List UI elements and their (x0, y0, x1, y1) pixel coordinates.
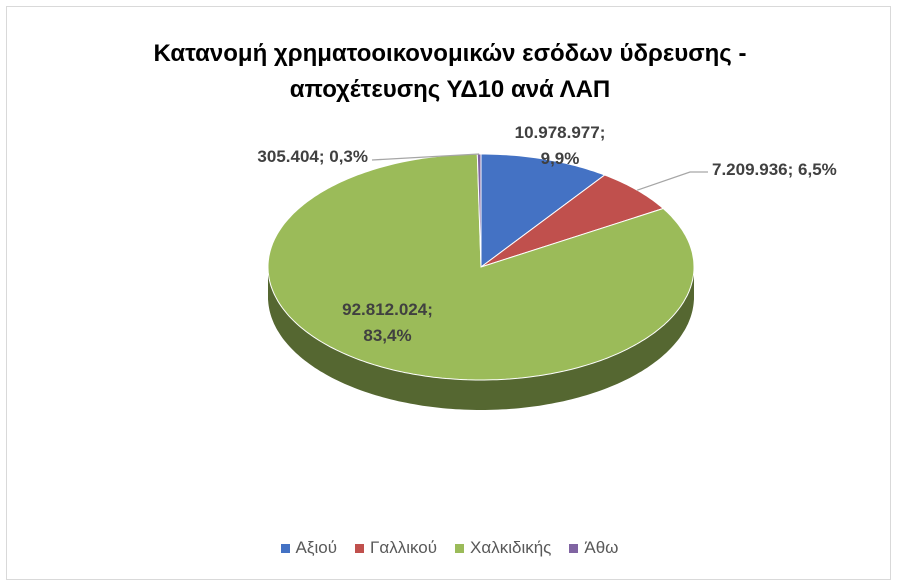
legend: Αξιού Γαλλικού Χαλκιδικής Άθω (0, 538, 899, 558)
legend-swatch (455, 543, 465, 553)
data-label: 7.209.936; 6,5% (712, 160, 837, 179)
leader-line (636, 171, 708, 191)
legend-swatch (569, 543, 579, 553)
legend-label: Γαλλικού (370, 538, 438, 557)
legend-label: Αξιού (295, 538, 338, 557)
chart-frame (6, 6, 891, 580)
legend-item: Χαλκιδικής (455, 538, 551, 558)
legend-item: Άθω (569, 538, 618, 558)
pie-side (268, 267, 694, 410)
pie-slice (480, 174, 665, 268)
data-label: 10.978.977; 9,9% (514, 123, 606, 168)
legend-item: Γαλλικού (355, 538, 437, 558)
leader-line (371, 153, 480, 161)
data-label: 92.812.024; 83,4% (342, 300, 433, 345)
pie-slice (476, 153, 482, 268)
data-label: 305.404; 0,3% (257, 147, 368, 166)
chart-title: Κατανομή χρηματοοικονομικών εσόδων ύδρευ… (153, 40, 747, 103)
legend-label: Χαλκιδικής (470, 538, 552, 557)
legend-label: Άθω (584, 538, 619, 557)
legend-swatch (355, 543, 365, 553)
legend-swatch (280, 543, 290, 553)
legend-item: Αξιού (280, 538, 338, 558)
pie-slice (480, 153, 606, 268)
